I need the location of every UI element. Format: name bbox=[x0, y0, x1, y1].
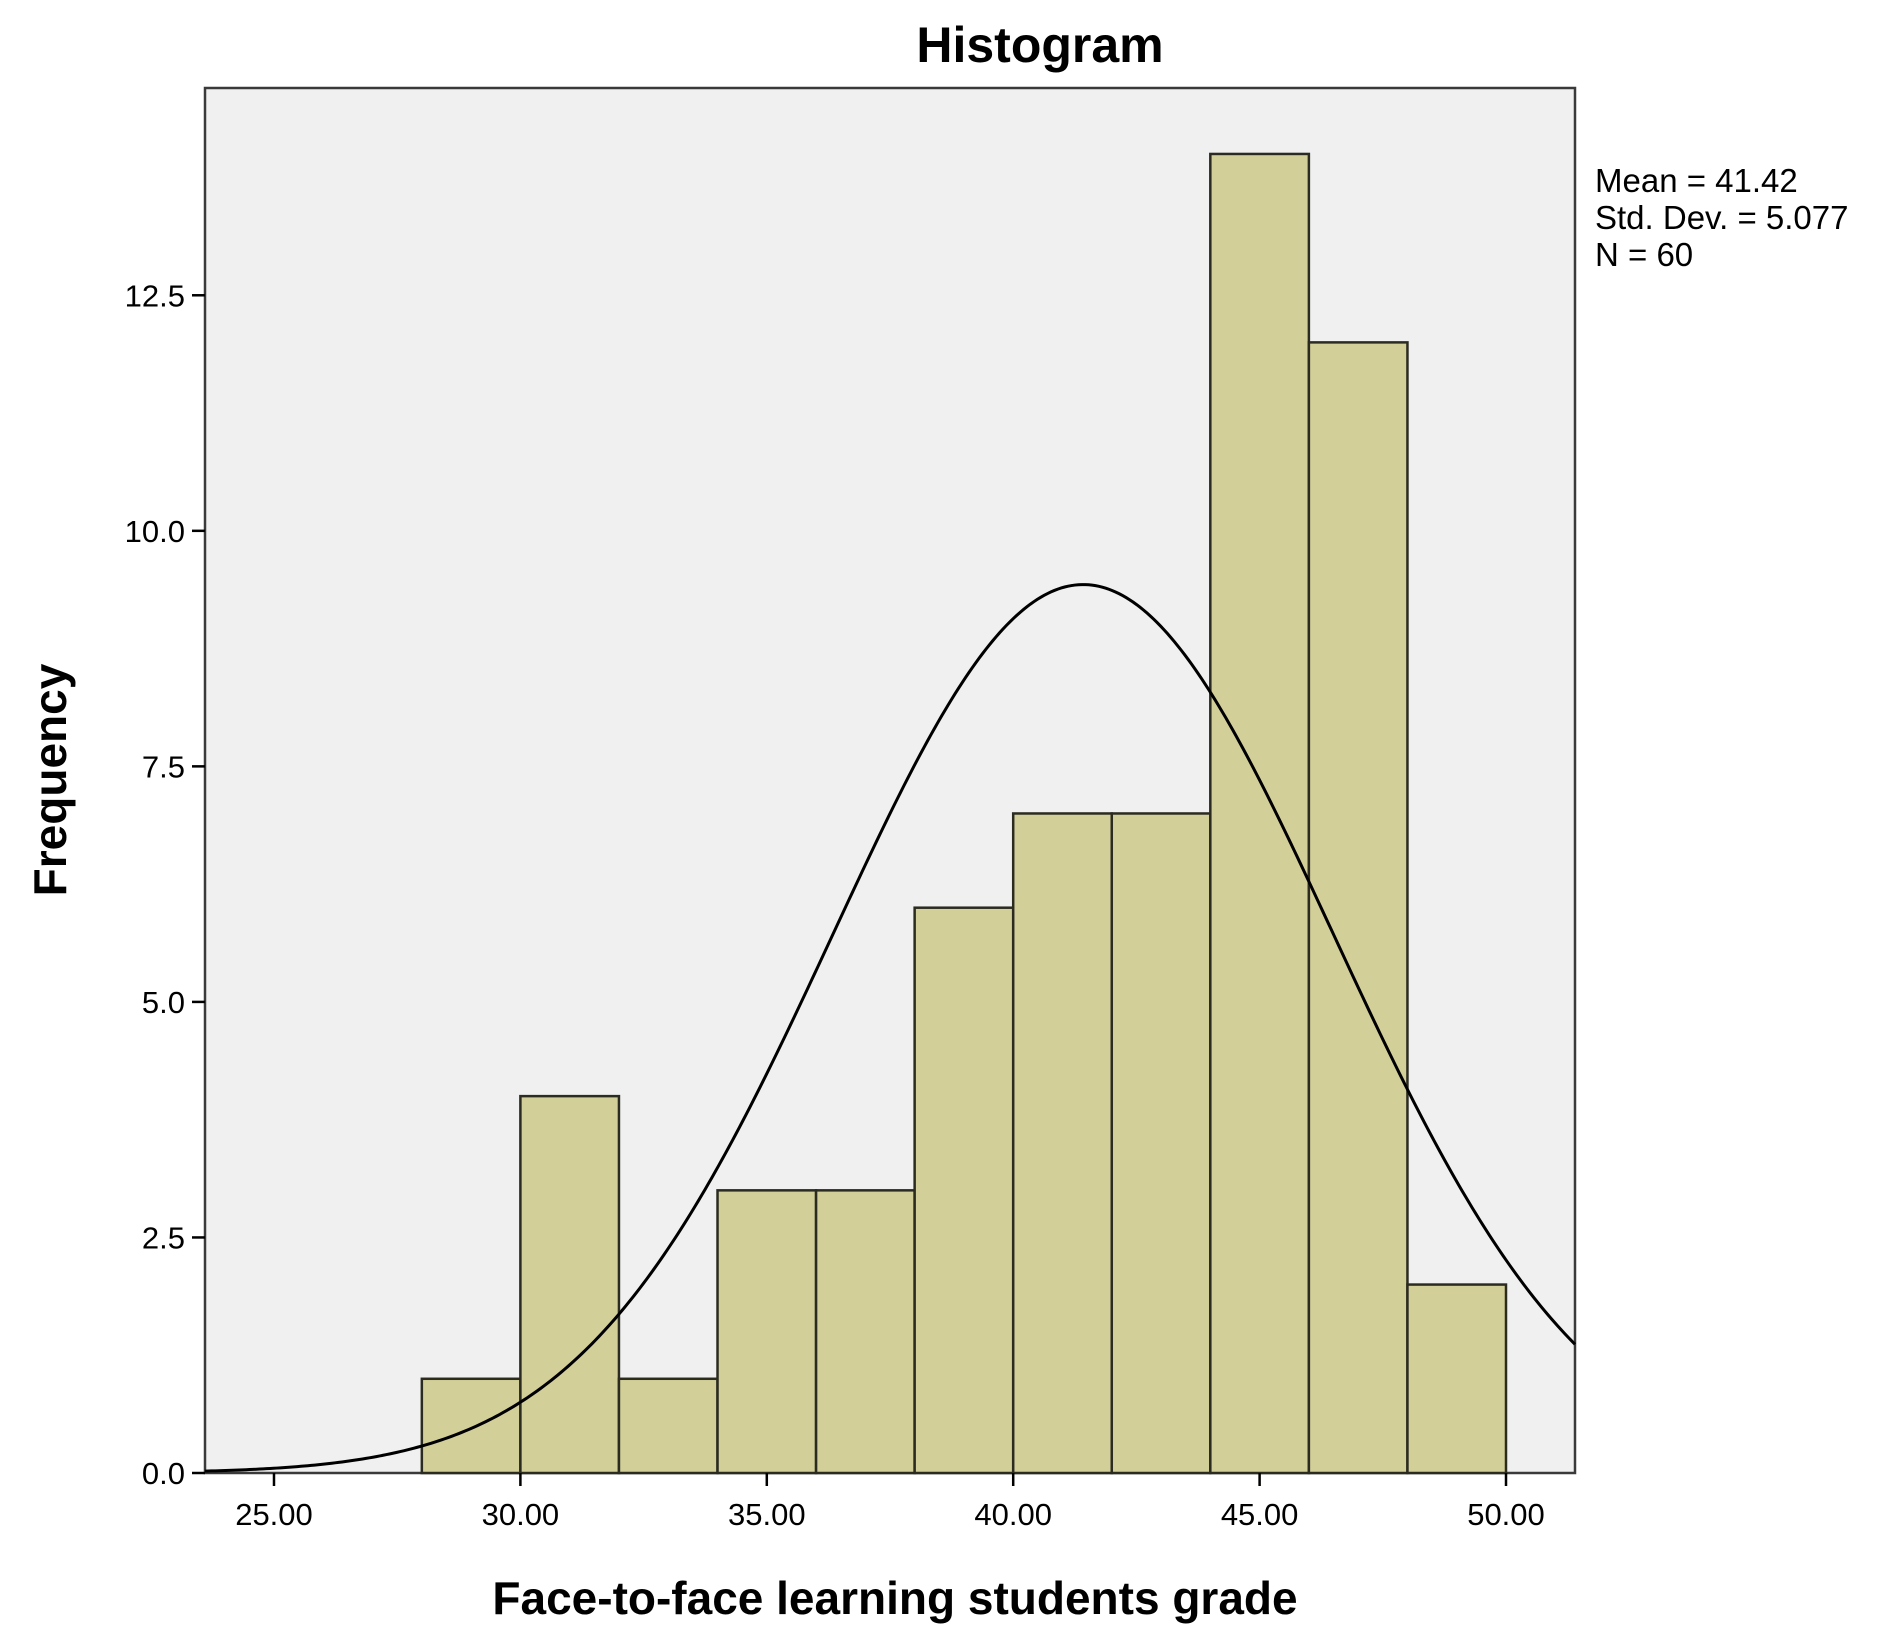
y-tick-label: 7.5 bbox=[142, 749, 185, 784]
histogram-bar bbox=[420, 1377, 522, 1475]
bars-layer bbox=[420, 152, 1508, 1475]
x-tick-label: 35.00 bbox=[728, 1497, 806, 1532]
stats-n: N = 60 bbox=[1595, 236, 1693, 273]
stats-std-dev: Std. Dev. = 5.077 bbox=[1595, 199, 1848, 236]
x-axis: 25.00 30.00 35.00 40.00 45.00 50.00 bbox=[235, 1473, 1545, 1532]
histogram-bar bbox=[1209, 152, 1311, 1475]
x-tick-label: 30.00 bbox=[482, 1497, 560, 1532]
histogram-bar bbox=[1110, 812, 1212, 1475]
histogram-bar bbox=[716, 1189, 818, 1475]
histogram-bar bbox=[617, 1377, 719, 1475]
normal-curve-line bbox=[204, 583, 1577, 1473]
y-axis-title: Frequency bbox=[24, 663, 76, 896]
y-tick-label: 0.0 bbox=[142, 1456, 185, 1491]
histogram-bar bbox=[1011, 812, 1114, 1475]
x-tick-label: 45.00 bbox=[1221, 1497, 1299, 1532]
x-axis-title: Face-to-face learning students grade bbox=[492, 1572, 1297, 1624]
x-tick-label: 50.00 bbox=[1467, 1497, 1545, 1532]
stats-box: Mean = 41.42 Std. Dev. = 5.077 N = 60 bbox=[1595, 162, 1848, 273]
y-axis: 0.0 2.5 5.0 7.5 10.0 12.5 bbox=[125, 278, 205, 1491]
histogram-bar bbox=[1406, 1283, 1508, 1475]
y-tick-label: 5.0 bbox=[142, 985, 185, 1020]
y-tick-label: 10.0 bbox=[125, 514, 185, 549]
histogram-bar bbox=[814, 1189, 916, 1475]
y-tick-label: 2.5 bbox=[142, 1220, 185, 1255]
y-tick-label: 12.5 bbox=[125, 278, 185, 313]
histogram-bar bbox=[913, 906, 1015, 1475]
stats-mean: Mean = 41.42 bbox=[1595, 162, 1798, 199]
chart-title: Histogram bbox=[916, 17, 1163, 73]
histogram-bar bbox=[519, 1094, 621, 1475]
histogram-bar bbox=[1307, 341, 1409, 1475]
x-tick-label: 40.00 bbox=[974, 1497, 1052, 1532]
x-tick-label: 25.00 bbox=[235, 1497, 313, 1532]
